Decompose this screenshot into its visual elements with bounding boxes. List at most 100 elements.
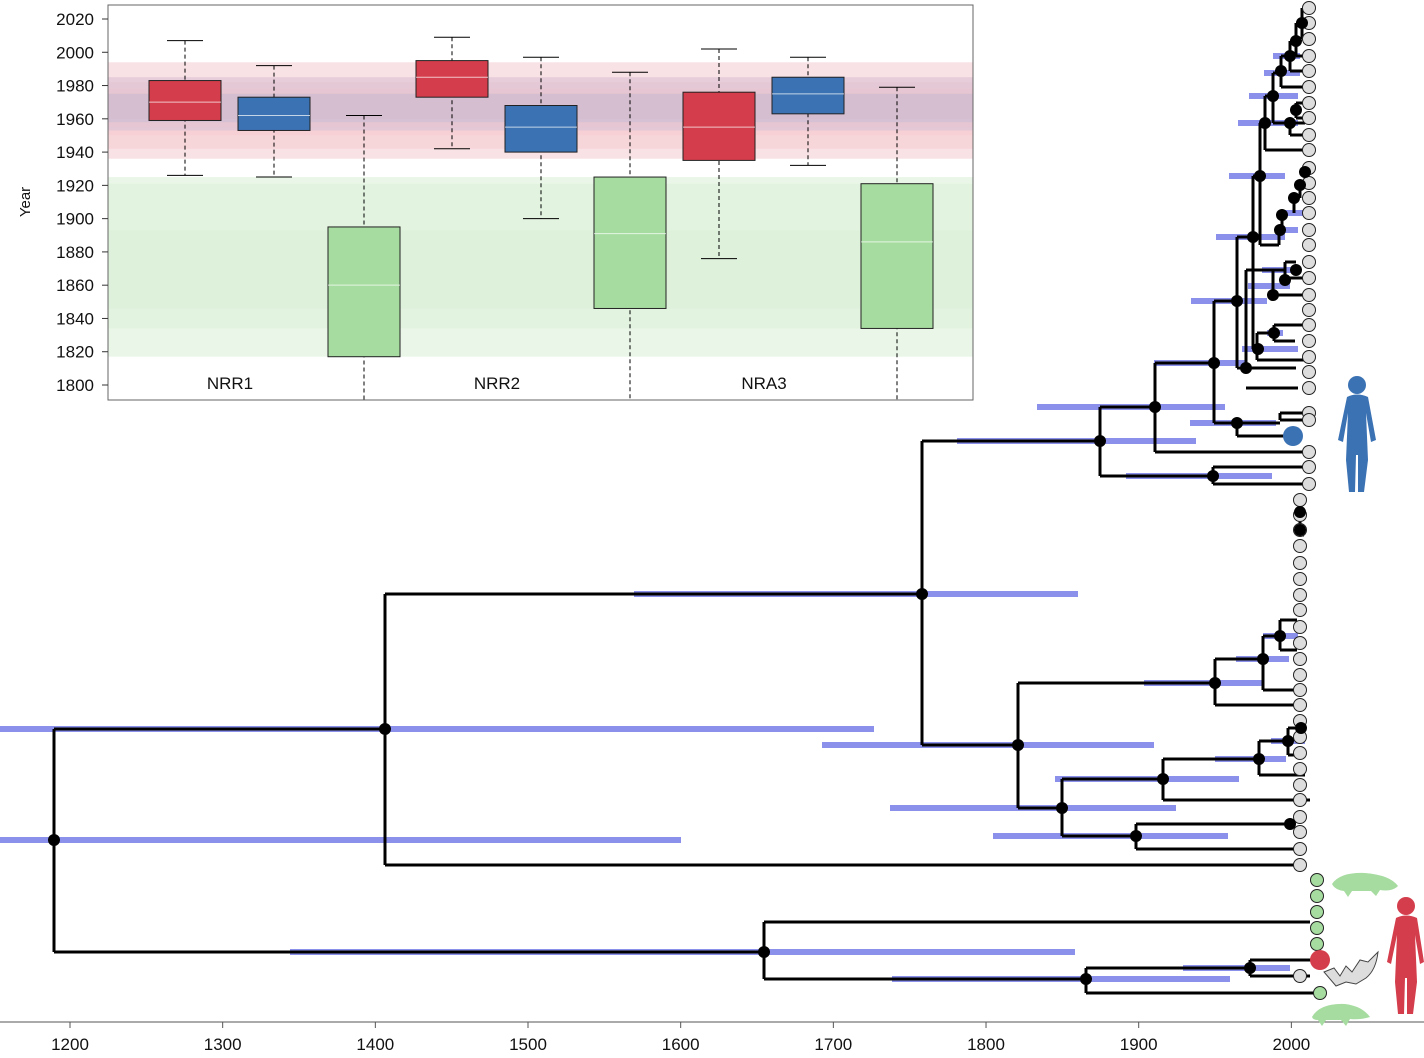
tree-node	[1290, 104, 1302, 116]
tree-node	[1231, 295, 1243, 307]
x-tick-label: 1600	[662, 1035, 700, 1054]
box-NRR1-green	[327, 114, 401, 400]
tip-grey	[1293, 793, 1307, 807]
box-body	[504, 105, 578, 153]
group-label: NRR1	[207, 374, 253, 393]
x-tick-label: 2000	[1272, 1035, 1310, 1054]
tip-grey	[1293, 683, 1307, 697]
tree-node	[1274, 224, 1286, 236]
box-NRR1-red	[148, 40, 222, 176]
x-tick-label: 1200	[51, 1035, 89, 1054]
tip-grey	[1293, 588, 1307, 602]
group-label: NRR2	[474, 374, 520, 393]
tree-node	[1294, 506, 1306, 518]
tip-grey	[1293, 603, 1307, 617]
tip-grey	[1293, 698, 1307, 712]
tree-node	[1244, 962, 1256, 974]
tip-grey	[1302, 49, 1316, 63]
inset-group-labels: NRR1 NRR2 NRA3	[207, 374, 787, 393]
human-blue-icon	[1338, 376, 1376, 492]
tip-grey	[1302, 111, 1316, 125]
tip-grey	[1302, 271, 1316, 285]
tip-grey	[1302, 32, 1316, 46]
tree-node	[916, 588, 928, 600]
tip-grey	[1302, 206, 1316, 220]
tree-node	[1231, 417, 1243, 429]
phylogenetic-tree	[0, 1, 1330, 1000]
inset-boxplot: 1800 1820 1840 1860 1880 1900 1920 1940 1960 1980…	[17, 4, 974, 401]
box-body	[682, 91, 756, 161]
y-tick-label: 1940	[56, 143, 94, 162]
tip-grey	[1302, 381, 1316, 395]
tip-grey	[1302, 223, 1316, 237]
tree-node	[1130, 830, 1142, 842]
y-tick-label: 2000	[56, 43, 94, 62]
y-tick-label: 1860	[56, 276, 94, 295]
y-tick-label: 1920	[56, 176, 94, 195]
tip-grey	[1302, 350, 1316, 364]
x-tick-label: 1900	[1120, 1035, 1158, 1054]
tip-grey	[1302, 191, 1316, 205]
green-band	[108, 230, 973, 309]
inset-boxes	[148, 36, 934, 400]
box-body	[860, 183, 934, 329]
tip-grey	[1293, 636, 1307, 650]
box-NRR2-blue	[504, 56, 578, 220]
tree-node	[1284, 818, 1296, 830]
box-body	[148, 80, 222, 121]
pangolin-icon	[1312, 1003, 1370, 1026]
inset-y-axis: 1800 1820 1840 1860 1880 1900 1920 1940 1960 1980…	[56, 10, 108, 395]
tree-node	[1080, 973, 1092, 985]
tip-grey	[1293, 668, 1307, 682]
box-NRR2-red	[415, 36, 489, 150]
inset-frame	[107, 4, 974, 401]
tip-grey	[1302, 128, 1316, 142]
tip-grey	[1302, 96, 1316, 110]
tree-node	[1296, 17, 1308, 29]
tip-red-highlight	[1310, 950, 1330, 970]
tree-node	[1056, 802, 1068, 814]
tip-grey	[1302, 445, 1316, 459]
tip-grey	[1302, 365, 1316, 379]
x-tick-label: 1300	[204, 1035, 242, 1054]
tree-node	[1253, 753, 1265, 765]
tree-node	[1299, 166, 1311, 178]
tree-node	[1254, 170, 1266, 182]
tip-grey	[1302, 238, 1316, 252]
tip-grey	[1293, 842, 1307, 856]
tree-node	[1149, 401, 1161, 413]
tip-grey	[1293, 572, 1307, 586]
tip-grey	[1293, 556, 1307, 570]
tip-green	[1310, 905, 1324, 919]
box-body	[237, 96, 311, 131]
y-tick-label: 1900	[56, 210, 94, 229]
hpd-shading-bands	[108, 5, 973, 400]
tip-green	[1310, 937, 1324, 951]
y-tick-label: 1800	[56, 376, 94, 395]
tip-grey	[1302, 477, 1316, 491]
tip-grey	[1302, 460, 1316, 474]
y-tick-label: 1960	[56, 110, 94, 129]
tip-green	[1310, 873, 1324, 887]
tip-grey	[1293, 825, 1307, 839]
tip-grey	[1293, 746, 1307, 760]
group-label: NRA3	[741, 374, 786, 393]
tip-grey	[1302, 64, 1316, 78]
tree-node	[1208, 357, 1220, 369]
tree-node	[1209, 677, 1221, 689]
x-tick-label: 1800	[967, 1035, 1005, 1054]
box-body	[771, 76, 845, 115]
box-NRR2-green	[593, 71, 667, 400]
tip-grey	[1293, 652, 1307, 666]
box-body	[327, 226, 401, 358]
x-tick-label: 1500	[509, 1035, 547, 1054]
tree-node	[1012, 739, 1024, 751]
tree-node	[1282, 735, 1294, 747]
tip-grey	[1293, 493, 1307, 507]
y-tick-label: 1820	[56, 343, 94, 362]
silhouette-icons	[1312, 376, 1424, 1026]
tree-node	[1290, 264, 1302, 276]
tree-node	[1257, 653, 1269, 665]
tip-grey	[1293, 620, 1307, 634]
